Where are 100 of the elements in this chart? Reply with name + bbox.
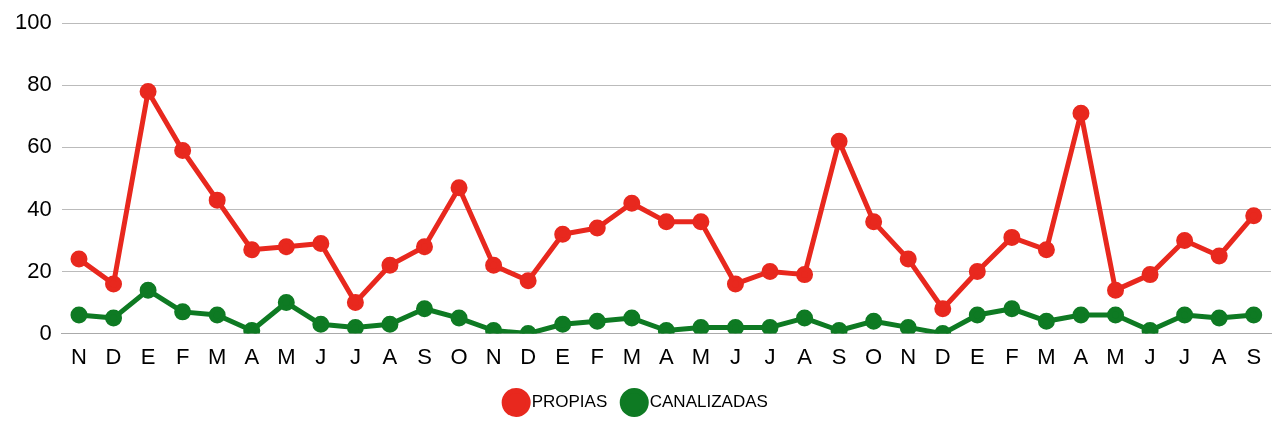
legend-label: CANALIZADAS: [649, 392, 768, 412]
point: [554, 225, 572, 243]
x-tick-label: A: [797, 343, 813, 369]
point: [174, 303, 192, 321]
point: [1003, 300, 1021, 318]
x-tick-label: D: [105, 343, 122, 369]
point: [139, 82, 157, 100]
x-tick-label: F: [590, 343, 604, 369]
point: [692, 318, 710, 334]
y-tick-label: 100: [14, 9, 52, 35]
x-tick-label: A: [382, 343, 398, 369]
x-tick-label: M: [1106, 343, 1125, 369]
point: [485, 256, 503, 274]
point: [588, 312, 606, 330]
point: [1107, 281, 1125, 299]
point: [865, 213, 883, 231]
x-tick-label: D: [934, 343, 951, 369]
y-tick-label: 80: [27, 71, 52, 97]
point: [588, 219, 606, 237]
x-tick-label: J: [349, 343, 361, 369]
point: [761, 318, 779, 334]
point: [277, 238, 295, 256]
point: [1245, 306, 1263, 324]
point: [450, 309, 468, 327]
x-tick-label: F: [175, 343, 190, 369]
point: [1107, 306, 1125, 324]
point: [796, 266, 814, 284]
point: [174, 141, 192, 159]
point: [381, 315, 399, 333]
x-tick-label: A: [1073, 343, 1089, 369]
point: [1003, 228, 1021, 246]
point: [899, 250, 917, 268]
x-tick-label: A: [659, 343, 675, 369]
x-tick-label: M: [1037, 343, 1056, 369]
point: [277, 294, 295, 312]
x-tick-label: E: [555, 343, 571, 369]
x-tick-label: E: [969, 343, 985, 369]
x-tick-label: S: [417, 343, 432, 369]
point: [761, 263, 779, 281]
point: [1176, 231, 1194, 249]
point: [346, 318, 364, 334]
x-tick-label: N: [900, 343, 917, 369]
point: [899, 318, 917, 334]
point: [796, 309, 814, 327]
point: [1037, 312, 1055, 330]
x-tick-label: N: [485, 343, 502, 369]
point: [105, 275, 123, 293]
point: [1245, 207, 1263, 225]
point: [623, 309, 641, 327]
point: [450, 179, 468, 197]
point: [415, 238, 433, 256]
x-tick-label: M: [208, 343, 227, 369]
point: [726, 275, 744, 293]
x-tick-label: J: [729, 343, 741, 369]
point: [243, 241, 261, 259]
x-tick-label: N: [71, 343, 87, 369]
point: [70, 306, 88, 324]
point: [208, 191, 226, 209]
x-tick-label: J: [1179, 343, 1191, 369]
point: [968, 263, 986, 281]
x-tick-label: A: [244, 343, 260, 369]
legend-label: PROPIAS: [531, 392, 608, 412]
point: [1210, 309, 1228, 327]
point: [312, 315, 330, 333]
point: [1072, 104, 1090, 122]
point: [726, 318, 744, 334]
point: [312, 235, 330, 253]
point: [968, 306, 986, 324]
x-tick-label: M: [277, 343, 296, 369]
x-tick-label: D: [520, 343, 537, 369]
x-tick-label: F: [1005, 343, 1019, 369]
point: [70, 250, 88, 268]
x-tick-label: O: [865, 343, 883, 369]
x-tick-label: A: [1211, 343, 1227, 369]
point: [623, 194, 641, 212]
x-tick-label: O: [450, 343, 468, 369]
point: [415, 300, 433, 318]
x-tick-label: S: [1246, 343, 1262, 369]
x-tick-label: S: [831, 343, 847, 369]
x-tick-label: J: [764, 343, 776, 369]
point: [1176, 306, 1194, 324]
point: [692, 213, 710, 231]
point: [934, 300, 952, 318]
point: [1141, 266, 1159, 284]
y-tick-label: 60: [27, 133, 52, 159]
point: [1037, 241, 1055, 259]
x-tick-label: M: [691, 343, 711, 369]
x-tick-label: M: [622, 343, 641, 369]
x-tick-label: J: [1144, 343, 1156, 369]
point: [830, 132, 848, 150]
point: [519, 272, 537, 290]
point: [865, 312, 883, 330]
y-tick-label: 40: [27, 195, 52, 221]
point: [1210, 247, 1228, 265]
x-tick-label: J: [315, 343, 327, 369]
point: [105, 309, 123, 327]
point: [381, 256, 399, 274]
point: [208, 306, 226, 324]
point: [346, 294, 364, 312]
x-tick-label: E: [140, 343, 156, 369]
